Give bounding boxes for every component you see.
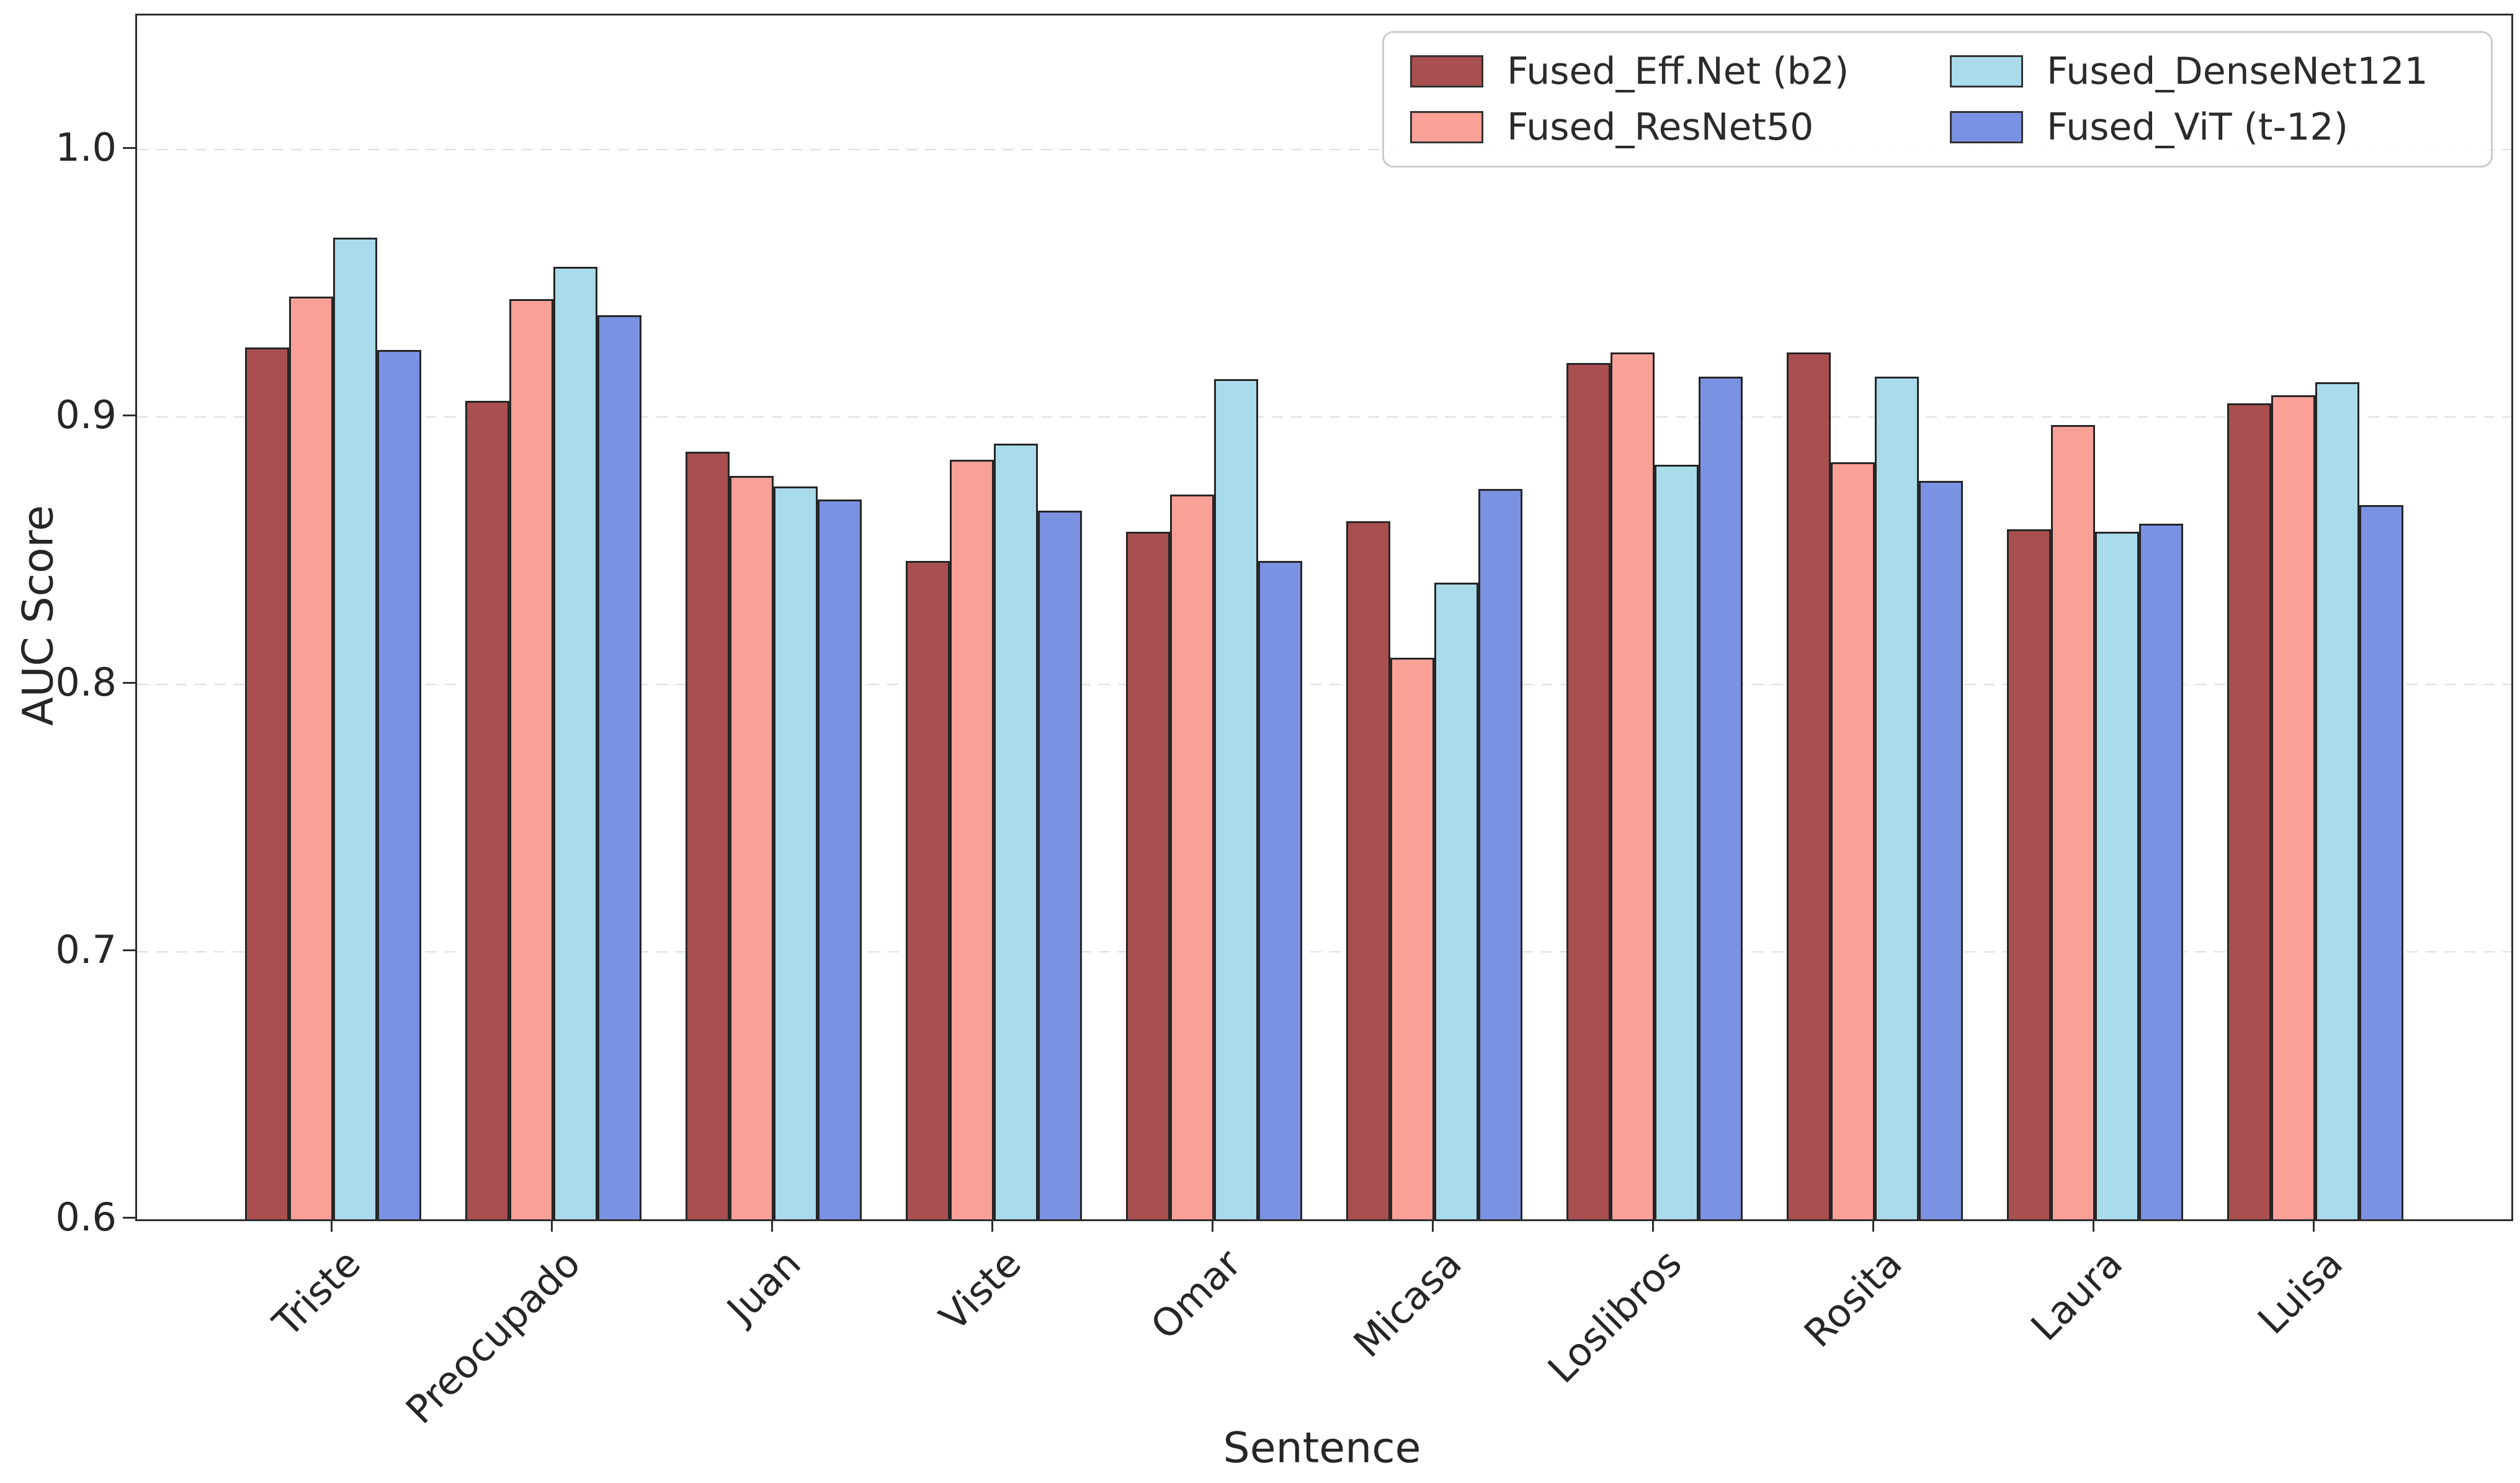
legend-swatch-vit bbox=[1950, 111, 2023, 143]
bar bbox=[509, 298, 553, 1219]
bar bbox=[685, 451, 730, 1219]
bar bbox=[1787, 352, 1831, 1219]
legend-label: Fused_ResNet50 bbox=[1507, 105, 1814, 149]
gridline-1.0 bbox=[137, 148, 2511, 150]
x-tick-label: Viste bbox=[930, 1240, 1030, 1340]
x-tick-mark bbox=[1652, 1219, 1654, 1232]
y-tick-mark bbox=[123, 1217, 135, 1219]
bar bbox=[2007, 529, 2052, 1219]
legend-swatch-resnet50 bbox=[1410, 111, 1483, 143]
bar bbox=[1125, 532, 1170, 1219]
bar bbox=[597, 315, 641, 1219]
bar bbox=[288, 296, 333, 1219]
x-tick-label: Triste bbox=[264, 1240, 369, 1346]
bar bbox=[1831, 462, 1875, 1219]
bar bbox=[1037, 510, 1082, 1219]
legend-label: Fused_DenseNet121 bbox=[2047, 50, 2428, 93]
y-tick-label: 0.6 bbox=[55, 1194, 117, 1240]
legend-item: Fused_Eff.Net (b2) bbox=[1410, 52, 1925, 91]
bar bbox=[333, 237, 377, 1219]
x-tick-mark bbox=[1432, 1219, 1434, 1232]
bar bbox=[1566, 363, 1611, 1219]
legend-swatch-densenet121 bbox=[1950, 55, 2023, 87]
x-tick-mark bbox=[550, 1219, 553, 1232]
bar bbox=[1875, 377, 1919, 1219]
bar bbox=[1346, 521, 1390, 1219]
bar bbox=[729, 475, 774, 1219]
bar bbox=[2051, 424, 2096, 1219]
bar bbox=[465, 400, 509, 1219]
bar bbox=[949, 459, 994, 1219]
x-tick-label: Rosita bbox=[1795, 1240, 1911, 1356]
bar bbox=[2271, 395, 2316, 1219]
gridline-0.8 bbox=[137, 683, 2511, 685]
x-tick-label: Omar bbox=[1142, 1240, 1250, 1348]
bar bbox=[1699, 377, 1743, 1219]
bar bbox=[2095, 532, 2140, 1219]
bar bbox=[2139, 524, 2184, 1219]
legend-item: Fused_ViT (t-12) bbox=[1950, 107, 2465, 147]
x-tick-mark bbox=[330, 1219, 333, 1232]
plot-area bbox=[135, 14, 2513, 1221]
x-tick-label: Loslibros bbox=[1539, 1240, 1691, 1392]
x-tick-mark bbox=[991, 1219, 993, 1232]
x-tick-label: Laura bbox=[2022, 1240, 2131, 1350]
legend-label: Fused_Eff.Net (b2) bbox=[1507, 50, 1849, 93]
bar bbox=[1478, 489, 1522, 1219]
y-tick-label: 0.7 bbox=[55, 926, 117, 972]
bar bbox=[905, 561, 950, 1219]
gridline-0.9 bbox=[137, 416, 2511, 418]
bar bbox=[817, 500, 862, 1219]
bar bbox=[1611, 352, 1655, 1219]
bar bbox=[1258, 561, 1302, 1219]
x-tick-label: Juan bbox=[718, 1240, 810, 1332]
y-tick-label: 0.9 bbox=[55, 392, 117, 437]
legend: Fused_Eff.Net (b2) Fused_ResNet50 Fused_… bbox=[1382, 31, 2493, 168]
x-tick-mark bbox=[1872, 1219, 1875, 1232]
y-tick-mark bbox=[123, 681, 135, 684]
bar bbox=[1390, 657, 1434, 1219]
x-tick-label: Micasa bbox=[1344, 1240, 1470, 1366]
bar bbox=[1919, 481, 1964, 1219]
x-tick-label: Luisa bbox=[2248, 1240, 2351, 1343]
x-tick-mark bbox=[2313, 1219, 2315, 1232]
y-tick-label: 0.8 bbox=[55, 659, 117, 705]
bar bbox=[2315, 382, 2360, 1219]
legend-swatch-effnet bbox=[1410, 55, 1483, 87]
y-tick-mark bbox=[123, 414, 135, 416]
legend-label: Fused_ViT (t-12) bbox=[2047, 105, 2348, 149]
bar bbox=[773, 486, 818, 1219]
bar bbox=[553, 267, 597, 1219]
legend-item: Fused_ResNet50 bbox=[1410, 107, 1925, 147]
bar bbox=[2227, 403, 2272, 1219]
x-tick-mark bbox=[1211, 1219, 1213, 1232]
y-tick-label: 1.0 bbox=[55, 124, 117, 170]
y-tick-mark bbox=[123, 949, 135, 951]
bar bbox=[244, 347, 289, 1219]
bar bbox=[1434, 582, 1478, 1219]
bar bbox=[1655, 465, 1699, 1219]
bar bbox=[1169, 494, 1214, 1219]
x-axis-title: Sentence bbox=[1223, 1423, 1421, 1473]
bar bbox=[377, 349, 421, 1219]
bar bbox=[993, 443, 1038, 1219]
y-tick-mark bbox=[123, 146, 135, 149]
gridline-0.7 bbox=[137, 951, 2511, 952]
x-tick-mark bbox=[2093, 1219, 2095, 1232]
x-tick-mark bbox=[771, 1219, 773, 1232]
legend-item: Fused_DenseNet121 bbox=[1950, 52, 2465, 91]
bar bbox=[1213, 379, 1258, 1219]
x-tick-label: Preocupado bbox=[397, 1240, 589, 1433]
bar bbox=[2359, 504, 2404, 1219]
